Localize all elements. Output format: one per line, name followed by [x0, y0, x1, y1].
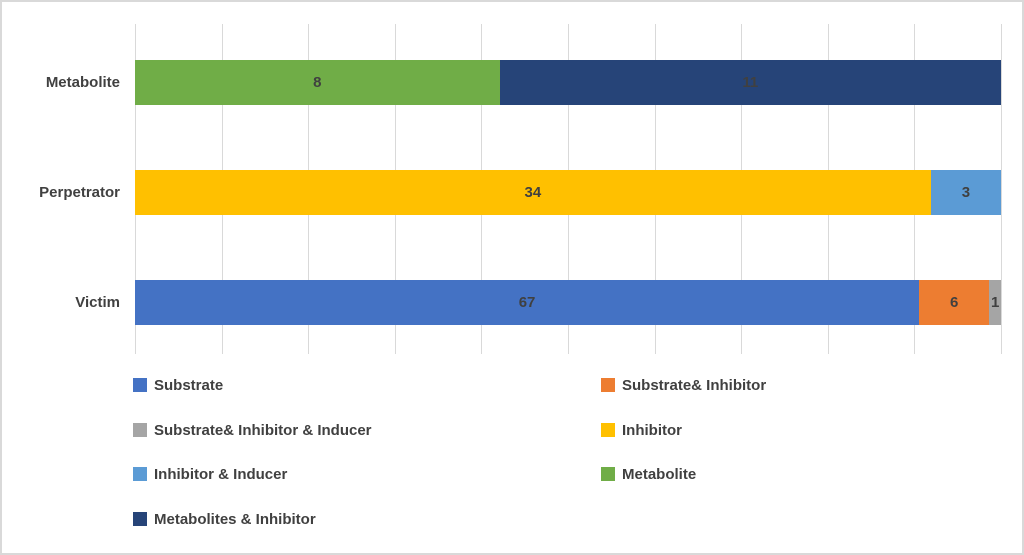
bar-segment-inhibitor-inducer: 3 — [930, 170, 1001, 215]
category-label-victim: Victim — [75, 294, 120, 311]
category-label-perpetrator: Perpetrator — [39, 184, 120, 201]
legend-swatch-icon — [133, 378, 147, 392]
legend-label: Substrate& Inhibitor & Inducer — [154, 421, 372, 439]
legend-item-inhibitor: Inhibitor — [601, 420, 682, 440]
legend-swatch-icon — [133, 423, 147, 437]
legend-item-metabolites-inhibitor: Metabolites & Inhibitor — [133, 509, 316, 529]
bar-segment-metabolite: 8 — [135, 60, 500, 105]
legend-item-substrate: Substrate — [133, 375, 223, 395]
legend-item-metabolite: Metabolite — [601, 464, 696, 484]
bar-segment-metabolites-inhibitor: 11 — [499, 60, 1001, 105]
bar-row-perpetrator: 34 3 — [135, 170, 1001, 215]
data-label: 3 — [961, 184, 971, 201]
data-label: 67 — [518, 294, 536, 311]
legend-label: Substrate — [154, 376, 224, 394]
bar-segment-inhibitor: 34 — [135, 170, 931, 215]
data-label: 8 — [313, 74, 322, 91]
legend-label: Metabolites & Inhibitor — [154, 510, 316, 528]
bar-row-metabolite: 8 11 — [135, 60, 1001, 105]
legend-label: Inhibitor — [622, 421, 682, 439]
data-label: 11 — [742, 74, 759, 91]
legend-swatch-icon — [601, 467, 615, 481]
legend-label: Metabolite — [622, 465, 697, 483]
bar-segment-substrate: 67 — [135, 280, 920, 325]
legend-label: Substrate& Inhibitor — [622, 376, 767, 394]
bar-segment-substrate-inhibitor: 6 — [919, 280, 990, 325]
data-label: 6 — [950, 294, 959, 311]
legend-label: Inhibitor & Inducer — [154, 465, 288, 483]
legend-item-inhibitor-inducer: Inhibitor & Inducer — [133, 464, 287, 484]
data-label: 1 — [990, 294, 1000, 311]
gridline — [1001, 24, 1002, 354]
bar-segment-substrate-inhibitor-inducer: 1 — [989, 280, 1001, 325]
legend-swatch-icon — [601, 423, 615, 437]
legend-swatch-icon — [133, 467, 147, 481]
legend-swatch-icon — [133, 512, 147, 526]
legend-item-substrate-inhibitor-inducer: Substrate& Inhibitor & Inducer — [133, 420, 372, 440]
legend-item-substrate-inhibitor: Substrate& Inhibitor — [601, 375, 766, 395]
category-label-metabolite: Metabolite — [45, 74, 120, 91]
legend-swatch-icon — [601, 378, 615, 392]
data-label: 34 — [524, 184, 542, 201]
bar-row-victim: 67 6 1 — [135, 280, 1001, 325]
